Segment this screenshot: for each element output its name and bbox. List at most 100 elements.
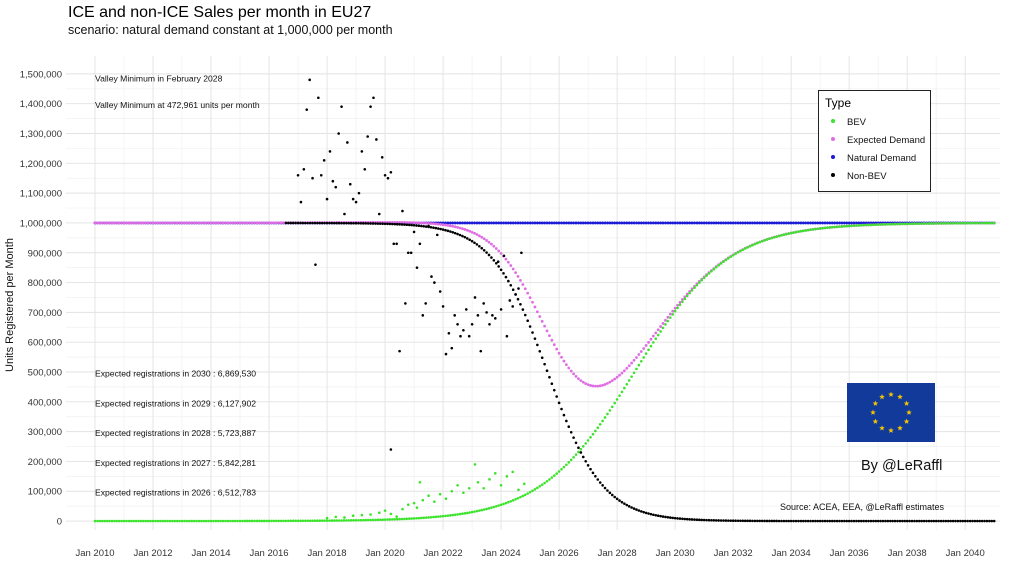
bev-point <box>516 496 520 500</box>
expected-demand-point <box>540 319 544 323</box>
bev-point <box>420 516 423 520</box>
expected-demand-point <box>644 344 648 347</box>
non-bev-point <box>359 221 363 225</box>
legend-item-non-bev: Non-BEV <box>831 171 887 182</box>
non-bev-observed-point <box>412 230 416 234</box>
bev-point <box>248 519 252 523</box>
bev-point <box>115 519 119 523</box>
non-bev-point <box>823 519 827 523</box>
natural-demand-point <box>770 221 774 225</box>
natural-demand-point <box>743 221 747 225</box>
natural-demand-point <box>579 221 583 225</box>
expected-demand-point <box>545 329 549 333</box>
bev-point <box>531 489 534 493</box>
bev-point <box>596 426 600 430</box>
non-bev-observed-point <box>493 317 497 320</box>
expected-demand-point <box>202 221 206 225</box>
bev-point <box>296 519 300 523</box>
non-bev-point <box>591 471 595 475</box>
bev-point <box>876 223 880 226</box>
non-bev-point <box>888 519 892 523</box>
expected-demand-point <box>115 221 119 225</box>
bev-point <box>417 516 421 520</box>
non-bev-observed-point <box>375 138 378 141</box>
bev-point <box>514 498 517 501</box>
non-bev-point <box>349 221 353 225</box>
natural-demand-point <box>463 221 467 225</box>
bev-point <box>777 234 781 238</box>
bev-point <box>765 238 769 241</box>
expected-demand-point <box>618 373 621 377</box>
bev-point <box>287 519 290 523</box>
y-tick-label: 1,500,000 <box>20 69 62 80</box>
natural-demand-point <box>502 221 505 225</box>
bev-point <box>804 229 807 232</box>
non-bev-point <box>659 514 662 518</box>
natural-demand-point <box>842 221 846 225</box>
bev-point <box>886 222 890 226</box>
natural-demand-point <box>830 221 834 225</box>
bev-point <box>685 294 689 298</box>
bev-point <box>751 243 754 247</box>
natural-demand-point <box>804 221 808 225</box>
natural-demand-point <box>574 221 578 225</box>
bev-point <box>453 513 457 517</box>
non-bev-point <box>296 221 300 225</box>
expected-demand-point <box>567 366 571 370</box>
bev-observed-point <box>482 486 485 490</box>
expected-demand-point <box>448 224 452 228</box>
bev-point <box>968 221 972 225</box>
natural-demand-point <box>477 221 481 225</box>
non-bev-observed-point <box>351 197 355 201</box>
expected-demand-point <box>272 221 276 225</box>
expected-demand-point <box>521 283 525 286</box>
natural-demand-point <box>772 221 776 225</box>
bev-point <box>279 519 283 523</box>
non-bev-point <box>847 519 851 523</box>
non-bev-point <box>420 224 423 228</box>
expected-demand-point <box>175 221 179 225</box>
bev-observed-point <box>343 516 346 519</box>
bev-point <box>620 390 624 394</box>
natural-demand-point <box>538 221 542 225</box>
non-bev-point <box>391 222 394 226</box>
non-bev-observed-point <box>430 275 433 278</box>
natural-demand-point <box>705 221 708 225</box>
non-bev-observed-point <box>363 167 367 171</box>
y-tick-label: 600,000 <box>28 338 62 349</box>
non-bev-point <box>944 519 948 523</box>
non-bev-point <box>444 228 447 232</box>
bev-point <box>405 517 409 521</box>
expected-demand-point <box>233 221 237 225</box>
bev-point <box>801 229 805 233</box>
non-bev-point <box>494 261 498 265</box>
bev-point <box>770 236 774 240</box>
bev-observed-point <box>325 516 329 520</box>
bev-point <box>175 519 179 523</box>
expected-demand-point <box>395 220 399 224</box>
x-tick-label: Jan 2026 <box>540 548 579 559</box>
non-bev-point <box>531 331 534 334</box>
non-bev-observed-point <box>357 191 361 195</box>
bev-point <box>424 516 428 519</box>
expected-demand-point <box>98 221 102 225</box>
non-bev-point <box>966 519 969 523</box>
bev-point <box>304 519 307 523</box>
natural-demand-point <box>857 221 861 225</box>
non-bev-point <box>289 221 293 225</box>
expected-demand-point <box>603 383 607 386</box>
natural-demand-point <box>726 221 730 225</box>
x-tick-label: Jan 2014 <box>191 548 230 559</box>
natural-demand-point <box>528 221 532 225</box>
bev-point <box>888 222 892 226</box>
bev-point <box>538 485 542 488</box>
non-bev-observed-point <box>395 242 398 246</box>
natural-demand-point <box>702 221 706 225</box>
non-bev-point <box>946 519 950 523</box>
non-bev-point <box>284 221 288 225</box>
non-bev-point <box>294 221 297 225</box>
expected-demand-point <box>526 291 530 295</box>
expected-demand-point <box>676 303 679 307</box>
bev-point <box>294 519 297 523</box>
